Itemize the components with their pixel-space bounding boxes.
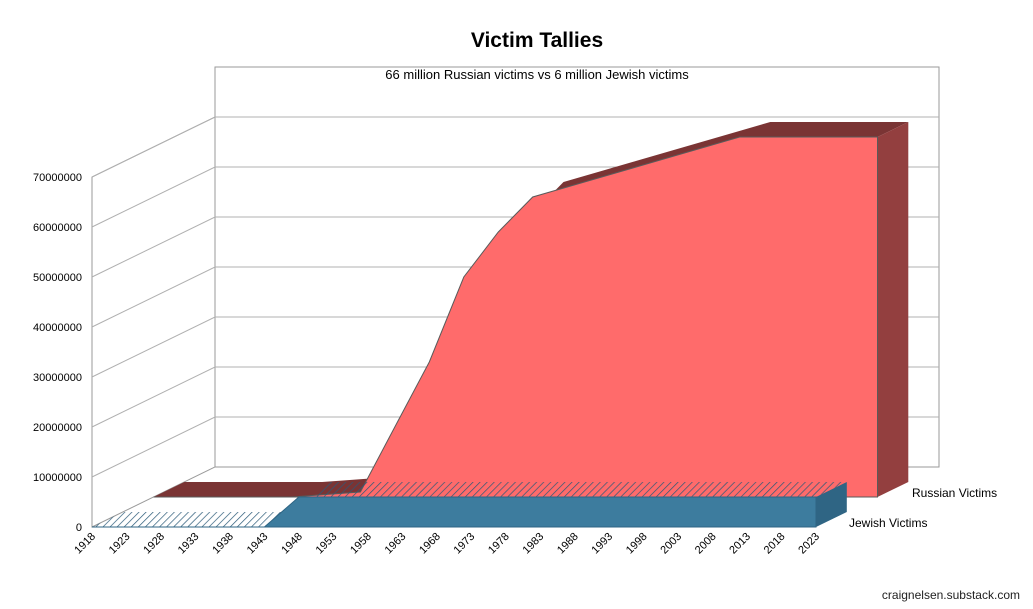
y-axis: 0 10000000 20000000 30000000 40000000 5000000… bbox=[33, 172, 82, 534]
x-tick-label: 1978 bbox=[486, 531, 512, 557]
credit-text: craignelsen.substack.com bbox=[882, 588, 1020, 602]
side-wall bbox=[91, 116, 216, 528]
y-tick-label: 60000000 bbox=[33, 222, 82, 234]
x-tick-label: 1968 bbox=[417, 531, 443, 557]
x-tick-label: 1993 bbox=[589, 531, 615, 557]
gridline bbox=[91, 116, 939, 178]
series-labels: Russian Victims Jewish Victims bbox=[849, 486, 997, 530]
russian-series bbox=[153, 122, 909, 498]
x-tick-label: 1943 bbox=[245, 531, 271, 557]
y-tick-label: 70000000 bbox=[33, 172, 82, 184]
x-tick-label: 1948 bbox=[279, 531, 305, 557]
jewish-victims-area bbox=[92, 496, 817, 528]
x-tick-label: 1998 bbox=[624, 531, 650, 557]
x-axis: 1918 1923 1928 1933 1938 1943 1948 1953 1958 1963… bbox=[72, 531, 822, 557]
x-tick-label: 1973 bbox=[452, 531, 478, 557]
y-tick-label: 30000000 bbox=[33, 372, 82, 384]
jewish-victims-side-face bbox=[816, 482, 847, 527]
russian-victims-area bbox=[153, 136, 878, 498]
x-tick-label: 1918 bbox=[72, 531, 98, 557]
jewish-series bbox=[92, 482, 847, 528]
series-label-russian: Russian Victims bbox=[912, 486, 997, 500]
x-tick-label: 2003 bbox=[658, 531, 684, 557]
x-tick-label: 1953 bbox=[314, 531, 340, 557]
chart-subtitle: 66 million Russian victims vs 6 million … bbox=[385, 67, 689, 82]
x-tick-label: 1928 bbox=[141, 531, 167, 557]
x-tick-label: 1923 bbox=[107, 531, 133, 557]
x-tick-label: 1983 bbox=[521, 531, 547, 557]
x-tick-label: 2023 bbox=[796, 531, 822, 557]
chart-title: Victim Tallies bbox=[471, 29, 603, 52]
x-tick-label: 1938 bbox=[210, 531, 236, 557]
x-tick-label: 2008 bbox=[693, 531, 719, 557]
y-tick-label: 50000000 bbox=[33, 272, 82, 284]
y-tick-label: 20000000 bbox=[33, 422, 82, 434]
y-tick-label: 10000000 bbox=[33, 472, 82, 484]
series-label-jewish: Jewish Victims bbox=[849, 516, 927, 530]
y-tick-label: 0 bbox=[76, 522, 82, 534]
x-tick-label: 1988 bbox=[555, 531, 581, 557]
y-tick-label: 40000000 bbox=[33, 322, 82, 334]
x-tick-label: 1958 bbox=[348, 531, 374, 557]
x-tick-label: 1933 bbox=[176, 531, 202, 557]
russian-victims-side-face bbox=[877, 122, 909, 497]
jewish-victims-top-face bbox=[92, 482, 847, 527]
x-tick-label: 1963 bbox=[383, 531, 409, 557]
x-tick-label: 2013 bbox=[727, 531, 753, 557]
x-tick-label: 2018 bbox=[762, 531, 788, 557]
